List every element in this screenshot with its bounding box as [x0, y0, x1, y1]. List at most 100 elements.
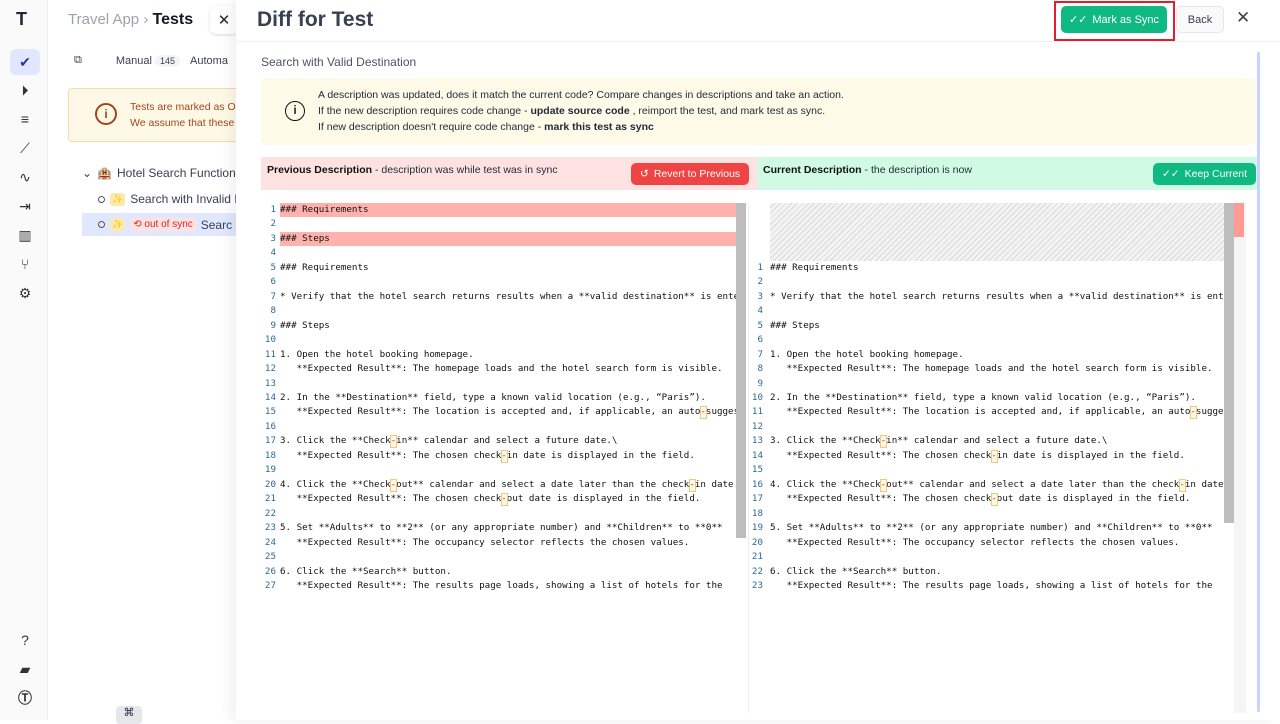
back-button[interactable]: Back: [1176, 6, 1224, 33]
current-description-header: Current Description - the description is…: [757, 157, 1257, 190]
tests-panel: Travel App › Tests ✕ ⧉ Manual 145 Automa…: [48, 0, 268, 724]
line-number: 6: [757, 334, 763, 346]
keep-current-button[interactable]: ✓✓ Keep Current: [1153, 163, 1257, 185]
info-icon: i: [95, 103, 117, 125]
revert-to-previous-button[interactable]: ↺ Revert to Previous: [631, 163, 750, 185]
line-number: 9: [757, 377, 763, 389]
code-line: 7 1. Open the hotel booking homepage.: [749, 348, 1246, 362]
highlight-box: [1054, 1, 1175, 41]
breadcrumb: Travel App › Tests: [68, 11, 194, 28]
mark-sync-link[interactable]: mark this test as sync: [544, 121, 654, 133]
line-number: 18: [264, 449, 276, 461]
line-text: **Expected Result**: The occupancy selec…: [280, 536, 690, 548]
warning-banner: i Tests are marked as O We assume that t…: [68, 88, 268, 142]
check-icon[interactable]: ✔: [10, 49, 40, 75]
line-number: 17: [264, 435, 276, 447]
previous-description-header: Previous Description - description was w…: [261, 157, 757, 190]
play-icon[interactable]: ⏵: [21, 81, 29, 98]
line-number: 11: [264, 348, 276, 360]
line-number: 19: [751, 522, 763, 534]
code-line: 23 5. Set **Adults** to **2** (or any app…: [262, 521, 746, 535]
code-line: 17 **Expected Result**: The chosen check…: [749, 492, 1246, 507]
tree-suite[interactable]: ⌄ 🏨 Hotel Search Functiona: [82, 166, 242, 180]
tree-item-selected[interactable]: ✨ ⟲ out of sync Searc: [82, 213, 252, 236]
code-line: 21: [749, 550, 1246, 564]
line-text: * Verify that the hotel search returns r…: [770, 290, 1246, 302]
test-name: Search with Valid Destination: [261, 55, 417, 69]
panel-title: Previous Description: [267, 164, 373, 176]
line-number: 10: [751, 391, 763, 403]
line-text: ### Steps: [280, 319, 330, 331]
line-number: 1: [270, 204, 276, 215]
code-line: 5 ### Steps: [749, 319, 1246, 333]
line-text: **Expected Result**: The results page lo…: [770, 579, 1213, 591]
code-line: 13 3. Click the **Check-in** calendar and…: [749, 434, 1246, 449]
tab-automated[interactable]: Automa: [190, 54, 228, 67]
line-text: 3. Click the **Check-in** calendar and s…: [280, 435, 618, 447]
scrollbar[interactable]: [1257, 52, 1260, 712]
panel-desc: - the description is now: [861, 164, 972, 176]
line-number: 3: [270, 232, 276, 244]
import-icon[interactable]: ⇥: [19, 197, 31, 214]
line-text: 2. In the **Destination** field, type a …: [770, 391, 1196, 403]
count-badge: 145: [155, 54, 181, 67]
steps-icon[interactable]: ⟋: [20, 139, 30, 156]
line-number: 19: [264, 464, 276, 476]
code-line: 10 2. In the **Destination** field, type …: [749, 391, 1246, 405]
tab-manual[interactable]: Manual 145: [115, 54, 181, 67]
line-number: 9: [270, 319, 276, 331]
gear-icon[interactable]: ⚙: [18, 284, 32, 301]
deleted-placeholder: [770, 203, 1224, 261]
copy-icon[interactable]: ⧉: [74, 54, 82, 66]
close-icon[interactable]: ✕: [1236, 8, 1251, 27]
logo-icon: T: [16, 9, 27, 29]
current-editor[interactable]: 1 ### Requirements 2 3 * Verify that the hot…: [748, 203, 1246, 713]
info-icon: i: [285, 101, 305, 121]
undo-icon: ↺: [640, 168, 649, 180]
folder-icon[interactable]: ▰: [19, 660, 31, 677]
tree-item[interactable]: ✨ Search with Invalid I: [98, 192, 238, 206]
line-number: 8: [270, 305, 276, 317]
suite-label: Hotel Search Functiona: [117, 166, 243, 180]
line-number: 15: [264, 406, 276, 418]
line-text: 6. Click the **Search** button.: [770, 565, 942, 577]
code-line: 2: [262, 217, 746, 231]
line-number: 15: [751, 464, 763, 476]
line-number: 6: [270, 276, 276, 288]
scrollbar[interactable]: [736, 203, 746, 538]
line-number: 2: [757, 276, 763, 288]
line-text: ### Steps: [280, 231, 736, 247]
tab-label: Manual: [115, 54, 152, 67]
line-number: 22: [264, 507, 276, 519]
branch-icon[interactable]: ⑂: [20, 256, 30, 272]
code-line: 4: [262, 246, 746, 260]
code-line: 18 **Expected Result**: The chosen check…: [262, 449, 746, 463]
code-line: 3 ### Steps: [262, 231, 746, 247]
previous-editor[interactable]: 1 ### Requirements 2 3 ### Steps 4 5 ### Requir…: [262, 203, 746, 713]
code-line: 14 **Expected Result**: The chosen check…: [749, 449, 1246, 463]
profile-icon[interactable]: Ⓣ: [18, 690, 32, 706]
breadcrumb-app[interactable]: Travel App: [68, 11, 140, 28]
line-text: ### Requirements: [280, 203, 736, 218]
command-icon[interactable]: ⌘: [116, 706, 142, 724]
chart-icon[interactable]: ▥: [18, 226, 32, 243]
help-icon[interactable]: ?: [21, 632, 29, 648]
deletion-marker: [1234, 203, 1244, 237]
list-check-icon[interactable]: ≡: [20, 111, 30, 127]
code-line: 20 **Expected Result**: The occupancy se…: [749, 536, 1246, 550]
notice-banner: i A description was updated, does it mat…: [261, 78, 1256, 145]
code-line: 6: [262, 275, 746, 289]
close-icon[interactable]: ✕: [210, 6, 238, 34]
pulse-icon[interactable]: ∿: [19, 168, 31, 185]
tabs: ⧉ Manual 145 Automa: [74, 54, 228, 67]
line-text: **Expected Result**: The chosen check-in…: [280, 449, 695, 461]
code-line: 12: [749, 420, 1246, 434]
line-number: 4: [270, 247, 276, 259]
hotel-icon: 🏨: [97, 166, 113, 180]
line-number: 17: [751, 493, 763, 505]
panel-desc: - description was while test was in sync: [372, 164, 558, 176]
mark-as-sync-button[interactable]: ✓✓ Mark as Sync: [1061, 6, 1167, 33]
line-number: 13: [751, 435, 763, 447]
scrollbar[interactable]: [1224, 203, 1234, 523]
line-number: 26: [264, 565, 276, 577]
